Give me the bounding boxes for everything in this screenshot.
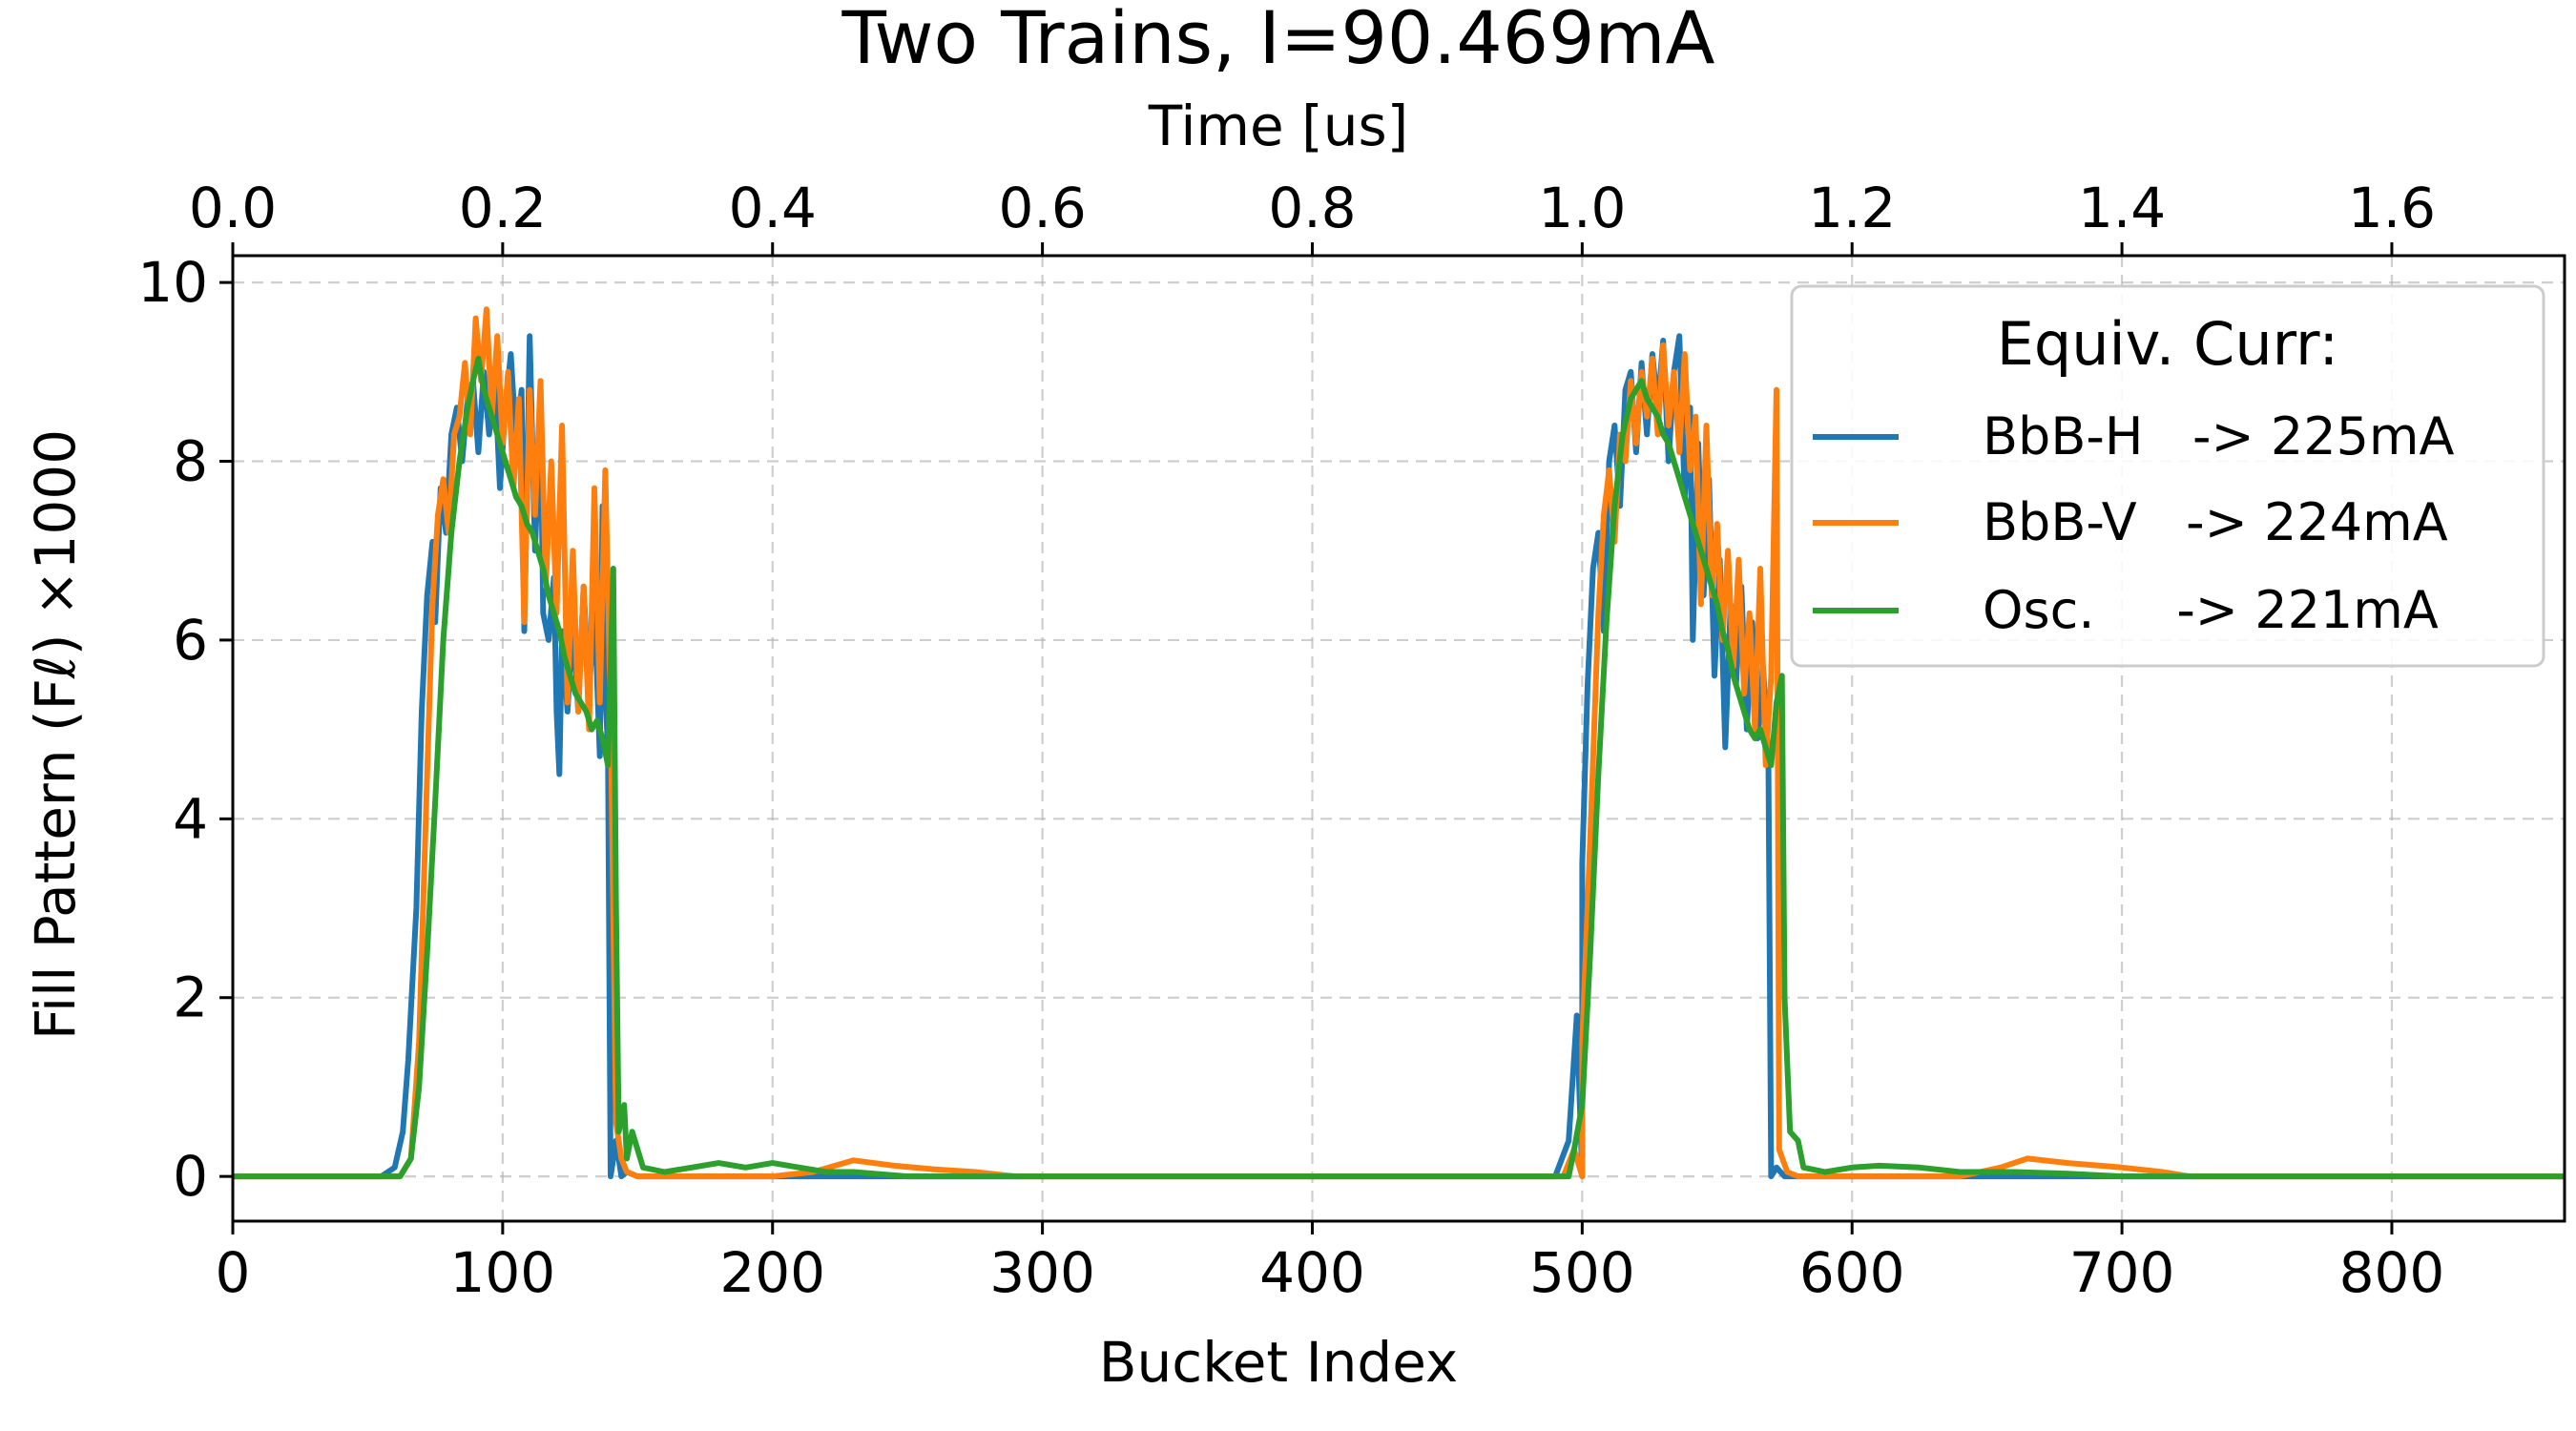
top-x-tick-label: 0.8 <box>1268 176 1356 240</box>
top-x-tick-label: 1.4 <box>2078 176 2166 240</box>
x-axis-label: Bucket Index <box>1099 1330 1459 1395</box>
plot-frame <box>231 254 2566 1223</box>
top-x-tick-label: 1.0 <box>1538 176 1626 240</box>
x-tick-label: 0 <box>216 1240 251 1305</box>
series-line-osc <box>233 355 2565 1180</box>
y-tick-label: 6 <box>173 608 208 673</box>
y-tick-label: 0 <box>173 1144 208 1209</box>
x-tick-label: 100 <box>450 1240 556 1305</box>
x-tick-label: 300 <box>989 1240 1095 1305</box>
chart-title: Two Trains, I=90.469mA <box>841 0 1715 80</box>
top-x-tick-label: 0.4 <box>729 176 817 240</box>
legend-entry-bbb-v: BbB-V -> 224mA <box>1983 492 2448 552</box>
y-tick-label: 4 <box>173 786 208 851</box>
top-x-tick-label: 1.6 <box>2348 176 2436 240</box>
top-x-tick-label: 1.2 <box>1808 176 1896 240</box>
legend: Equiv. Curr: BbB-H -> 225mA BbB-V -> 224… <box>1790 284 2545 668</box>
x-tick-label: 200 <box>719 1240 825 1305</box>
y-tick-label: 2 <box>173 965 208 1030</box>
legend-title: Equiv. Curr: <box>1997 309 2339 379</box>
top-x-tick-label: 0.2 <box>459 176 547 240</box>
top-x-axis-label: Time [us] <box>1148 93 1409 158</box>
y-axis-label: Fill Pattern (Fℓ) ×1000 <box>23 429 88 1040</box>
x-tick-label: 700 <box>2069 1240 2175 1305</box>
y-tick-label: 10 <box>137 250 208 315</box>
y-tick-label: 8 <box>173 429 208 494</box>
legend-entry-osc: Osc. -> 221mA <box>1983 580 2439 640</box>
top-x-tick-label: 0.6 <box>998 176 1086 240</box>
top-x-tick-label: 0.0 <box>189 176 277 240</box>
legend-box <box>1790 284 2545 668</box>
series-layer <box>233 306 2565 1180</box>
x-tick-label: 500 <box>1529 1240 1635 1305</box>
x-tick-label: 400 <box>1259 1240 1365 1305</box>
x-tick-label: 800 <box>2339 1240 2445 1305</box>
x-tick-label: 600 <box>1799 1240 1905 1305</box>
legend-entry-bbb-h: BbB-H -> 225mA <box>1983 406 2455 467</box>
